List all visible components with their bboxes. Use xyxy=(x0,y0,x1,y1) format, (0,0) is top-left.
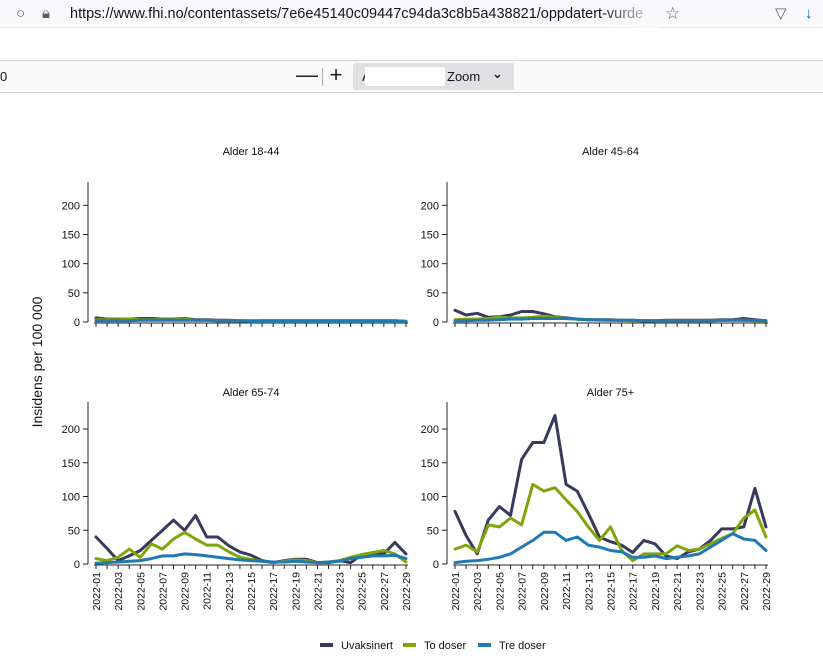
panel-title: Alder 65-74 xyxy=(223,387,280,399)
chart-panel: Alder 18-44 0 50 100 150 200 xyxy=(62,146,408,329)
y-tick-label: 50 xyxy=(427,288,439,300)
x-tick-label: 2022-05 xyxy=(494,572,506,611)
download-icon[interactable]: ↓ xyxy=(805,5,813,22)
x-tick-label: 2022-19 xyxy=(650,572,662,611)
x-tick-label: 2022-09 xyxy=(180,572,192,611)
x-tick-label: 2022-23 xyxy=(335,572,347,611)
x-tick-label: 2022-15 xyxy=(606,572,618,611)
x-tick-label: 2022-21 xyxy=(672,572,684,611)
y-tick-label: 0 xyxy=(74,559,80,571)
x-tick-label: 2022-25 xyxy=(357,572,369,611)
page-number-input[interactable]: 0 xyxy=(0,69,8,84)
pocket-icon[interactable]: ▽ xyxy=(775,5,787,22)
x-tick-label: 2022-25 xyxy=(717,572,729,611)
x-tick-label: 2022-27 xyxy=(379,572,391,611)
incidence-chart-figure: Insidens per 100 000 Alder 18-44 0 50 100 15… xyxy=(29,146,773,652)
chart-panel: Alder 45-64 0 50 100 150 200 xyxy=(421,146,768,329)
y-tick-label: 150 xyxy=(421,458,439,470)
series-line xyxy=(94,318,408,323)
series-line xyxy=(453,414,768,561)
y-tick-label: 150 xyxy=(62,230,80,242)
y-tick-label: 50 xyxy=(68,288,80,300)
y-tick-label: 200 xyxy=(62,200,80,212)
lock-icon[interactable]: 🔒︎ xyxy=(42,5,50,22)
chart-panels: Alder 18-44 0 50 100 150 200 Alder 45-64 0 50 100… xyxy=(62,146,773,611)
x-tick-label: 2022-05 xyxy=(135,572,147,611)
pdf-toolbar: 0 — + A Zoom ⌄ xyxy=(0,60,823,93)
y-tick-label: 100 xyxy=(421,492,439,504)
y-tick-label: 200 xyxy=(62,424,80,436)
toolbar-separator xyxy=(322,68,323,86)
url-text[interactable]: https://www.fhi.no/contentassets/7e6e451… xyxy=(70,6,644,22)
y-tick-label: 200 xyxy=(421,424,439,436)
x-tick-label: 2022-17 xyxy=(628,572,640,611)
y-axis-label: Insidens per 100 000 xyxy=(29,296,45,427)
shield-icon[interactable]: ○ xyxy=(16,5,26,22)
x-tick-label: 2022-13 xyxy=(583,572,595,611)
chart-panel: Alder 65-74 0 50 100 150 200 2022-01 2022-03 202… xyxy=(62,387,413,611)
x-tick-label: 2022-23 xyxy=(694,572,706,611)
y-tick-label: 150 xyxy=(62,458,80,470)
url-fade xyxy=(600,0,660,28)
series-line xyxy=(94,513,408,565)
series-line xyxy=(453,530,768,565)
redaction-box xyxy=(365,67,445,86)
y-tick-label: 50 xyxy=(427,525,439,537)
x-tick-label: 2022-17 xyxy=(268,572,280,611)
y-tick-label: 100 xyxy=(421,259,439,271)
y-tick-label: 0 xyxy=(433,317,439,329)
panel-title: Alder 75+ xyxy=(587,387,634,399)
x-tick-label: 2022-07 xyxy=(157,572,169,611)
chart-legend: Uvaksinert To doser Tre doser xyxy=(320,640,546,652)
star-icon[interactable]: ☆ xyxy=(665,4,681,23)
y-tick-label: 100 xyxy=(62,259,80,271)
x-tick-label: 2022-19 xyxy=(290,572,302,611)
x-tick-label: 2022-21 xyxy=(312,572,324,611)
x-tick-label: 2022-01 xyxy=(450,572,462,611)
x-tick-label: 2022-07 xyxy=(517,572,529,611)
x-tick-label: 2022-09 xyxy=(539,572,551,611)
x-tick-label: 2022-03 xyxy=(472,572,484,611)
panel-title: Alder 18-44 xyxy=(223,146,280,158)
x-tick-label: 2022-11 xyxy=(202,572,214,610)
x-tick-label: 2022-13 xyxy=(224,572,236,611)
zoom-in-button[interactable]: + xyxy=(329,62,343,87)
zoom-select-label: Zoom xyxy=(447,69,481,84)
y-tick-label: 100 xyxy=(62,492,80,504)
chevron-down-icon: ⌄ xyxy=(492,66,503,81)
zoom-out-button[interactable]: — xyxy=(296,62,318,87)
y-tick-label: 50 xyxy=(68,525,80,537)
y-tick-label: 150 xyxy=(421,230,439,242)
series-line xyxy=(94,552,408,565)
x-tick-label: 2022-03 xyxy=(113,572,125,611)
x-tick-label: 2022-15 xyxy=(246,572,258,611)
legend-label: To doser xyxy=(424,640,467,652)
legend-label: Tre doser xyxy=(499,640,546,652)
legend-label: Uvaksinert xyxy=(341,640,393,652)
x-tick-label: 2022-27 xyxy=(739,572,751,611)
y-tick-label: 0 xyxy=(74,317,80,329)
series-line xyxy=(453,482,768,563)
panel-title: Alder 45-64 xyxy=(582,146,639,158)
zoom-select[interactable]: A Zoom ⌄ xyxy=(353,63,514,90)
y-tick-label: 0 xyxy=(433,559,439,571)
x-tick-label: 2022-29 xyxy=(401,572,413,611)
x-tick-label: 2022-29 xyxy=(761,572,773,611)
series-line xyxy=(453,317,768,323)
y-tick-label: 200 xyxy=(421,200,439,212)
browser-url-bar: ○ 🔒︎ https://www.fhi.no/contentassets/7e… xyxy=(0,0,823,28)
x-tick-label: 2022-01 xyxy=(91,572,103,611)
x-tick-label: 2022-11 xyxy=(561,572,573,610)
chart-panel: Alder 75+ 0 50 100 150 200 2022-01 2022-03 2022-… xyxy=(421,387,773,611)
